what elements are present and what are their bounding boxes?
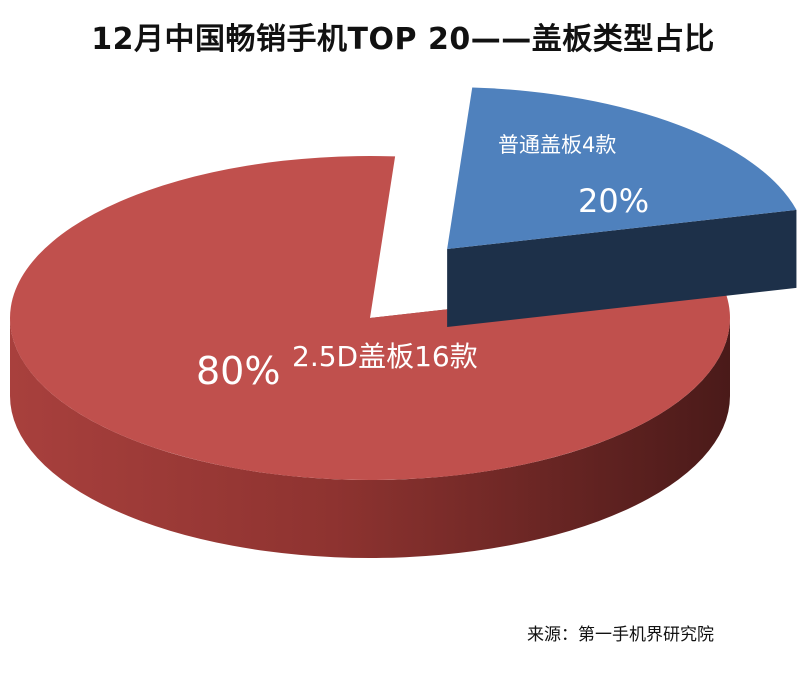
- pie-slice-2.5d: [10, 156, 731, 480]
- slice-label-name: 2.5D盖板16款: [292, 340, 478, 373]
- slice-label-percent: 20%: [578, 182, 649, 220]
- slice-label-percent: 80%: [196, 349, 280, 393]
- chart-title: 12月中国畅销手机TOP 20——盖板类型占比: [91, 22, 715, 57]
- pie-slice-regular: [447, 87, 797, 250]
- pie-slice-side: [10, 318, 730, 558]
- source-note: 来源：第一手机界研究院: [527, 625, 714, 645]
- pie-slice-face: [447, 209, 797, 328]
- slice-label-name: 普通盖板4款: [498, 133, 616, 157]
